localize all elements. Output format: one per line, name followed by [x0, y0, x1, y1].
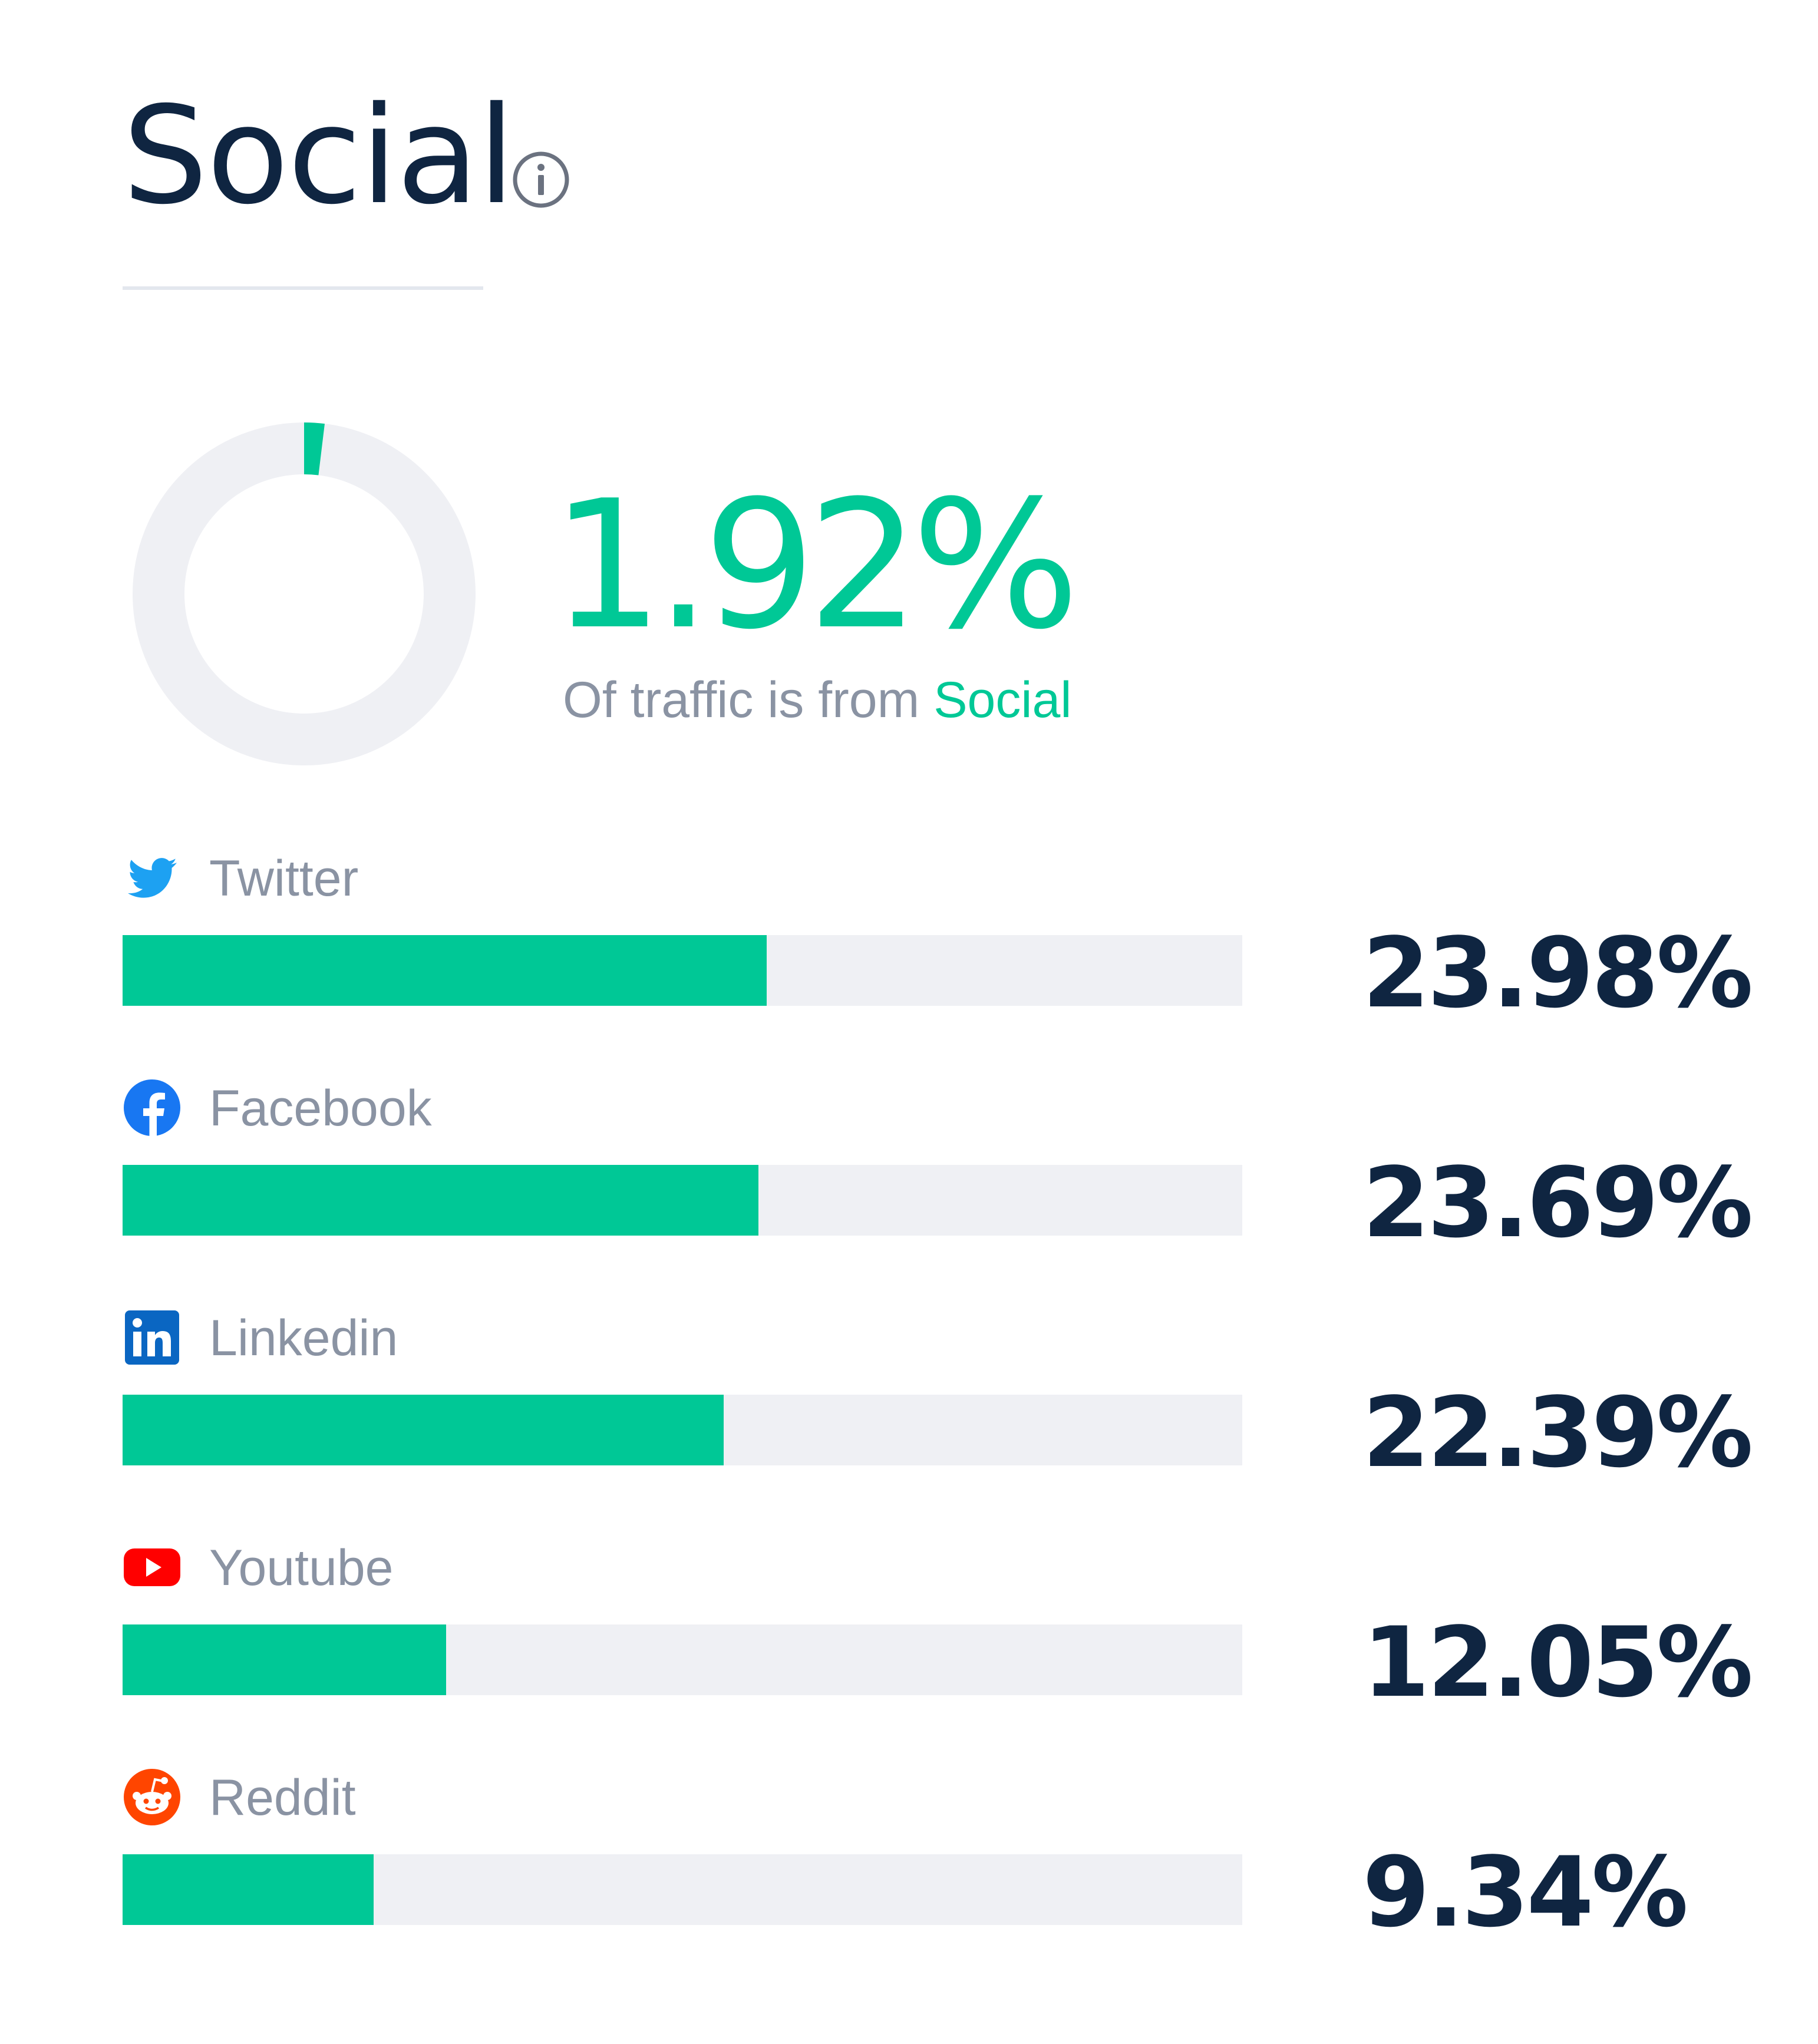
donut-share-arc — [133, 422, 476, 765]
source-row-reddit: Reddit 9.34% — [0, 1768, 1818, 1980]
source-label: Youtube — [209, 1540, 394, 1596]
bar-track — [123, 1624, 1242, 1695]
bar-track — [123, 1165, 1242, 1236]
bar-fill — [123, 935, 767, 1006]
subtitle-accent-social: Social — [933, 672, 1072, 728]
traffic-subtitle: Of traffic is from Social — [563, 675, 1071, 725]
bar-fill — [123, 1854, 374, 1925]
bar-track — [123, 1395, 1242, 1465]
source-row-twitter: Twitter 23.98% — [0, 848, 1818, 1061]
source-row-youtube: Youtube 12.05% — [0, 1538, 1818, 1750]
source-percent: 9.34% — [1362, 1836, 1688, 1949]
title-divider — [123, 286, 483, 290]
youtube-icon — [124, 1548, 180, 1586]
source-percent: 12.05% — [1362, 1606, 1753, 1719]
info-icon[interactable] — [512, 150, 570, 209]
source-row-facebook: Facebook 23.69% — [0, 1078, 1818, 1290]
page-title: Social — [123, 77, 515, 234]
bar-fill — [123, 1395, 724, 1465]
reddit-icon — [124, 1769, 180, 1825]
bar-fill — [123, 1165, 759, 1236]
social-traffic-percent: 1.92% — [551, 463, 1080, 668]
bar-track — [123, 1854, 1242, 1925]
facebook-icon — [124, 1079, 180, 1136]
source-percent: 23.98% — [1362, 917, 1753, 1029]
twitter-icon — [128, 858, 177, 898]
source-percent: 22.39% — [1362, 1376, 1753, 1489]
traffic-share-donut — [133, 422, 476, 765]
source-label: Twitter — [209, 850, 359, 907]
bar-fill — [123, 1624, 447, 1695]
source-row-linkedin: Linkedin 22.39% — [0, 1308, 1818, 1520]
bar-track — [123, 935, 1242, 1006]
source-label: Facebook — [209, 1080, 432, 1137]
source-label: Reddit — [209, 1769, 356, 1826]
linkedin-icon — [125, 1310, 179, 1365]
source-percent: 23.69% — [1362, 1147, 1753, 1259]
subtitle-text: Of traffic is from — [563, 672, 920, 728]
source-label: Linkedin — [209, 1310, 398, 1366]
